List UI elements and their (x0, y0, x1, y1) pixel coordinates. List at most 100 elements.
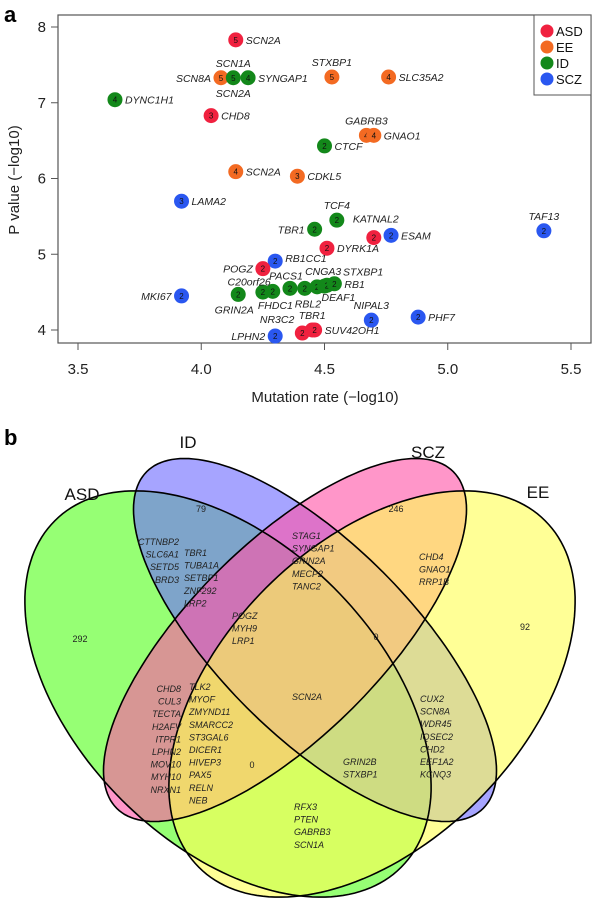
region-gene: LPHN2 (152, 747, 181, 757)
data-point-scz: 2 TAF13 (529, 211, 559, 239)
region-count: 0 (373, 632, 378, 642)
gene-label: TCF4 (324, 200, 350, 212)
gene-label: TBR1 (278, 224, 305, 236)
gene-label: SCN2A (246, 35, 281, 47)
region-gene: GABRB3 (294, 827, 331, 837)
gene-label: CTCF (335, 141, 364, 153)
gene-label: DEAF1 (322, 292, 356, 304)
point-marker (410, 309, 426, 325)
venn-set-label: EE (527, 483, 550, 502)
point-marker (383, 227, 399, 243)
point-marker (255, 261, 271, 277)
data-point-id: 2 RBL2 (295, 280, 321, 310)
point-count: 2 (273, 257, 278, 266)
region-gene: DICER1 (189, 745, 222, 755)
venn-region-asd: 292 (72, 634, 87, 644)
venn-outline (102, 457, 468, 823)
region-count: 79 (196, 504, 206, 514)
venn-region-id-scz-ee: 0 (373, 632, 378, 642)
region-gene: NRXN1 (150, 785, 181, 795)
data-point-scz: 2 PHF7 (410, 309, 456, 325)
data-point-scz: 2 NIPAL3 (354, 300, 389, 328)
region-gene: KCNQ3 (420, 770, 451, 780)
region-gene: SLC6A1 (145, 550, 179, 560)
point-marker (107, 92, 123, 108)
venn-region-asd-id-b: TBR1 TUBA1A SETBP1 ZNF292 LRP2 (183, 548, 219, 608)
venn-set-label: ID (180, 433, 197, 452)
region-gene: TECTA (152, 709, 181, 719)
points: 4 DYNC1H1 5 SCN2A 5 SCN8A 5 SCN1A SCN2A 4 SYNGAP1 5… (107, 32, 559, 344)
venn-region-asd-scz-ee: 0 (249, 760, 254, 770)
point-count: 2 (389, 231, 394, 240)
point-marker (366, 127, 382, 143)
point-marker (267, 328, 283, 344)
data-point-ee: 5 SCN8A (176, 70, 229, 86)
region-gene: ST3GAL6 (189, 732, 229, 742)
point-marker (381, 69, 397, 85)
data-point-id: 2 TBR1 (278, 221, 323, 237)
venn-region-ee: 92 (520, 622, 530, 632)
venn-region-id: 79 (196, 504, 206, 514)
point-count: 2 (312, 326, 317, 335)
data-point-ee: 3 CDKL5 (289, 168, 341, 184)
point-count: 2 (179, 292, 184, 301)
axes: 3.5 4.0 4.5 5.0 5.5 4 5 6 7 8 (38, 19, 582, 378)
data-point-ee: 4 GABRB3 (345, 115, 388, 143)
point-count: 5 (330, 73, 335, 82)
point-marker (307, 221, 323, 237)
region-gene: TANC2 (292, 581, 321, 591)
region-gene: ITPR1 (155, 734, 181, 744)
data-point-id: 2 GRIN2A (215, 286, 254, 316)
venn-region-id-scz: STAG1 SYNGAP1 GRIN2A MECP2 TANC2 (292, 531, 335, 591)
legend-label: ASD (556, 24, 583, 39)
region-gene: MECP2 (292, 569, 323, 579)
point-marker (225, 70, 241, 86)
venn-outline (168, 490, 576, 898)
gene-label: NR3C2 (260, 314, 295, 326)
region-gene: TBR1 (184, 548, 207, 558)
region-gene: PTEN (294, 815, 319, 825)
point-count: 2 (369, 316, 374, 325)
region-gene: STAG1 (292, 531, 321, 541)
gene-label: ESAM (401, 230, 431, 242)
point-count: 2 (335, 216, 340, 225)
region-gene: H2AFV (152, 722, 182, 732)
region-count: 246 (388, 504, 403, 514)
gene-label: SLC35A2 (399, 72, 444, 84)
region-gene: PAX5 (189, 770, 212, 780)
point-marker (317, 138, 332, 154)
data-point-asd: 2 DYRK1A (319, 240, 379, 256)
point-marker (213, 70, 229, 86)
region-gene: POGZ (232, 611, 258, 621)
gene-label: RB1CC1 (285, 253, 326, 265)
region-gene: BRD3 (155, 575, 179, 585)
legend-label: SCZ (556, 72, 582, 87)
point-count: 2 (542, 227, 547, 236)
data-point-id: 2 CTCF (317, 138, 364, 154)
point-count: 2 (236, 290, 241, 299)
region-gene: ZMYND11 (188, 707, 230, 717)
region-gene: SYNGAP1 (292, 544, 335, 554)
region-gene: GRIN2B (343, 757, 377, 767)
gene-label: FHDC1 (258, 300, 293, 312)
venn-set-label: SCZ (411, 443, 445, 462)
x-tick-label: 5.0 (437, 361, 458, 378)
data-point-scz: 2 ESAM (383, 227, 431, 243)
point-count: 2 (312, 225, 317, 234)
point-count: 4 (234, 168, 239, 177)
region-gene: WDR45 (420, 719, 452, 729)
point-count: 2 (288, 284, 293, 293)
region-gene: CHD4 (419, 552, 444, 562)
region-gene: GRIN2A (292, 556, 326, 566)
region-gene: CHD8 (156, 684, 181, 694)
gene-label: STXBP1 (343, 266, 383, 278)
data-point-ee: 4 SCN2A (228, 164, 281, 180)
point-marker (228, 32, 244, 48)
venn-set-label: ASD (65, 485, 100, 504)
gene-label: TBR1 (299, 310, 326, 322)
gene-label: SCN2A (246, 167, 281, 179)
point-count: 2 (325, 244, 330, 253)
point-marker (282, 280, 298, 296)
point-count: 2 (271, 287, 276, 296)
